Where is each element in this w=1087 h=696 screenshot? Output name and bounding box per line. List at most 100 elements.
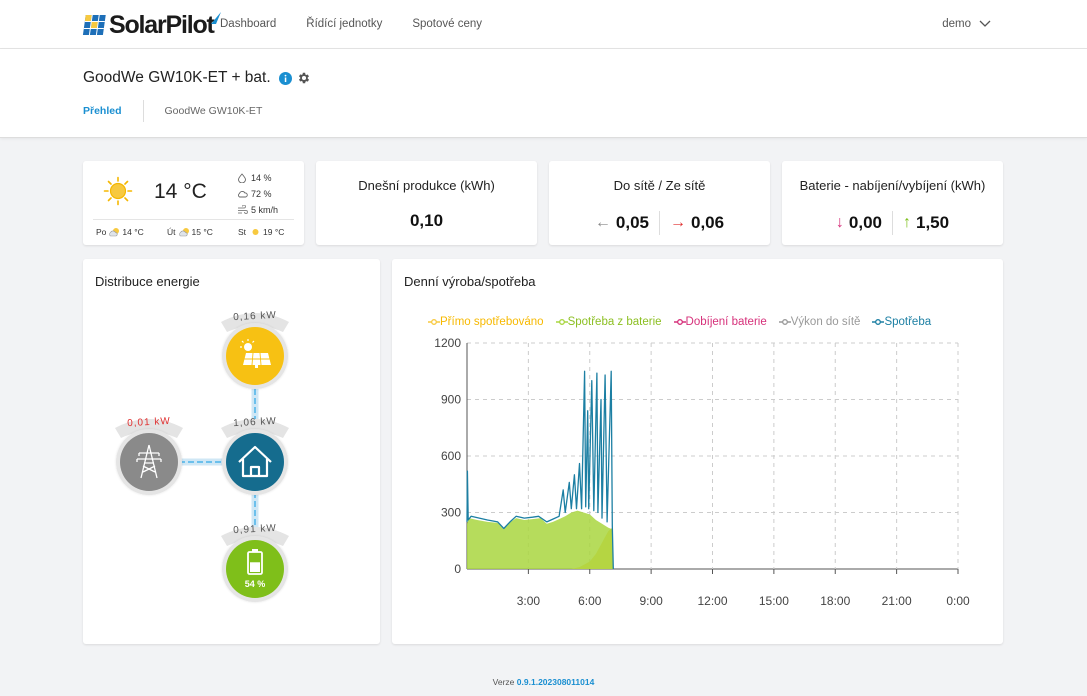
- legend-marker-icon: [872, 319, 885, 325]
- legend-item-consumption[interactable]: Spotřeba: [872, 316, 937, 328]
- x-tick-label: 18:00: [820, 594, 850, 608]
- daily-chart[interactable]: 0 300 600 900 1200 3:00 6:00 9:00 12:00 15:00 18:0…: [392, 259, 1003, 644]
- sun-icon: [103, 176, 133, 206]
- y-tick-label: 1200: [434, 336, 461, 350]
- device-name: GoodWe GW10K-ET + bat.: [83, 69, 271, 86]
- device-tabs: Přehled GoodWe GW10K-ET: [83, 100, 263, 122]
- battery-discharge-value: 1,50: [916, 213, 950, 232]
- legend-item-battery-charge[interactable]: Dobíjení baterie: [673, 316, 773, 328]
- forecast-day-temp: 15 °C: [191, 227, 213, 237]
- weather-details: 14 % 72 % 5 km/h: [237, 170, 278, 218]
- user-name: demo: [942, 18, 971, 30]
- forecast-day-temp: 19 °C: [263, 227, 285, 237]
- wind-value: 5 km/h: [251, 205, 279, 215]
- forecast-day-temp: 14 °C: [122, 227, 144, 237]
- partly-cloudy-icon: [109, 228, 120, 237]
- info-icon[interactable]: [278, 71, 292, 85]
- tab-divider: [142, 100, 144, 122]
- user-menu[interactable]: demo: [942, 18, 991, 30]
- nav-spot-prices[interactable]: Spotové ceny: [412, 18, 483, 30]
- current-temperature: 14 °C: [154, 180, 207, 203]
- page-header: GoodWe GW10K-ET + bat. Přehled GoodWe GW…: [0, 49, 1087, 138]
- weather-card: 14 °C 14 % 72 % 5 km/h Po 14 °C Út 15 °C…: [83, 161, 304, 245]
- legend-marker-icon: [555, 319, 568, 325]
- top-bar: SolarPilot Dashboard Řídící jednotky Spo…: [0, 0, 1087, 49]
- grid-label-arc: [115, 419, 183, 438]
- nav-control-units[interactable]: Řídící jednotky: [306, 18, 383, 30]
- logo[interactable]: SolarPilot: [82, 10, 222, 40]
- legend-marker-icon: [673, 319, 686, 325]
- solar-label-arc: [221, 313, 289, 332]
- droplet-icon: [238, 173, 246, 183]
- partly-cloudy-icon: [178, 228, 189, 237]
- arrow-down-icon: ↓: [835, 214, 844, 231]
- battery-soc-label: 54 %: [244, 579, 266, 589]
- gear-icon[interactable]: [297, 71, 311, 85]
- chevron-down-icon: [979, 20, 991, 27]
- legend-marker-icon: [778, 319, 791, 325]
- grid-node: [120, 433, 178, 491]
- series-area-from_battery: [467, 510, 614, 569]
- grid-card: Do sítě / Ze sítě ← 0,05 → 0,06: [549, 161, 770, 245]
- plane-icon: [210, 12, 221, 24]
- distribution-card: Distribuce energie: [83, 259, 380, 644]
- forecast-day: Út 15 °C: [167, 227, 213, 237]
- arrow-right-icon: →: [670, 214, 686, 231]
- legend-marker-icon: [428, 319, 440, 325]
- forecast-day-name: St: [238, 227, 247, 237]
- x-tick-label: 12:00: [697, 594, 727, 608]
- legend-label: Dobíjení baterie: [685, 316, 767, 328]
- home-label-arc: [221, 419, 289, 438]
- grid-title: Do sítě / Ze sítě: [613, 178, 706, 193]
- grid-values: ← 0,05 → 0,06: [549, 211, 770, 235]
- version-label: Verze: [492, 677, 515, 687]
- y-tick-label: 900: [441, 393, 461, 407]
- x-tick-label: 6:00: [578, 594, 602, 608]
- device-title: GoodWe GW10K-ET + bat.: [83, 69, 311, 87]
- chart-legend: Přímo spotřebováno Spotřeba z baterie Do…: [428, 316, 943, 328]
- solar-panel-logo-icon: [82, 15, 106, 35]
- energy-flow-diagram: [115, 313, 289, 602]
- y-tick-label: 600: [441, 449, 461, 463]
- forecast-day: St 19 °C: [238, 227, 284, 237]
- tab-overview[interactable]: Přehled: [83, 105, 122, 117]
- version-number[interactable]: 0.9.1.202308011014: [516, 677, 595, 687]
- legend-item-battery-consumption[interactable]: Spotřeba z baterie: [555, 316, 668, 328]
- brand-name: SolarPilot: [109, 10, 215, 39]
- x-tick-label: 0:00: [946, 594, 970, 608]
- wind-icon: [238, 205, 248, 214]
- nav-dashboard[interactable]: Dashboard: [220, 18, 277, 30]
- x-tick-label: 3:00: [517, 594, 541, 608]
- weather-divider: [93, 219, 294, 220]
- grid-export-value: 0,05: [615, 213, 649, 232]
- battery-values: ↓ 0,00 ↑ 1,50: [782, 211, 1003, 235]
- cloud-icon: [238, 191, 248, 198]
- value-divider: [659, 211, 660, 235]
- forecast-day-name: Po: [96, 227, 107, 237]
- forecast-day-name: Út: [167, 227, 176, 237]
- legend-label: Výkon do sítě: [790, 316, 861, 328]
- legend-item-direct[interactable]: Přímo spotřebováno: [428, 316, 550, 328]
- legend-label: Přímo spotřebováno: [440, 316, 544, 328]
- power-tower-icon: [136, 444, 162, 479]
- battery-icon: [247, 549, 263, 575]
- tab-inverter[interactable]: GoodWe GW10K-ET: [164, 105, 263, 117]
- x-tick-label: 21:00: [882, 594, 912, 608]
- distribution-title: Distribuce energie: [95, 274, 200, 289]
- main-nav: Dashboard Řídící jednotky Spotové ceny: [220, 18, 512, 30]
- grid-import-value: 0,06: [691, 213, 725, 232]
- x-tick-label: 9:00: [639, 594, 663, 608]
- battery-charge-value: 0,00: [848, 213, 882, 232]
- y-tick-label: 300: [441, 506, 461, 520]
- humidity-value: 14 %: [251, 173, 272, 183]
- arrow-left-icon: ←: [594, 214, 611, 231]
- production-title: Dnešní produkce (kWh): [358, 178, 495, 193]
- legend-item-grid-export[interactable]: Výkon do sítě: [778, 316, 867, 328]
- x-tick-label: 15:00: [759, 594, 789, 608]
- forecast-day: Po 14 °C: [96, 227, 144, 237]
- footer-version: Verze 0.9.1.202308011014: [0, 677, 1087, 687]
- production-kwh: 0,10: [409, 211, 444, 230]
- cloud-value: 72 %: [251, 189, 272, 199]
- battery-title: Baterie - nabíjení/vybíjení (kWh): [799, 178, 986, 193]
- house-icon: [238, 445, 272, 478]
